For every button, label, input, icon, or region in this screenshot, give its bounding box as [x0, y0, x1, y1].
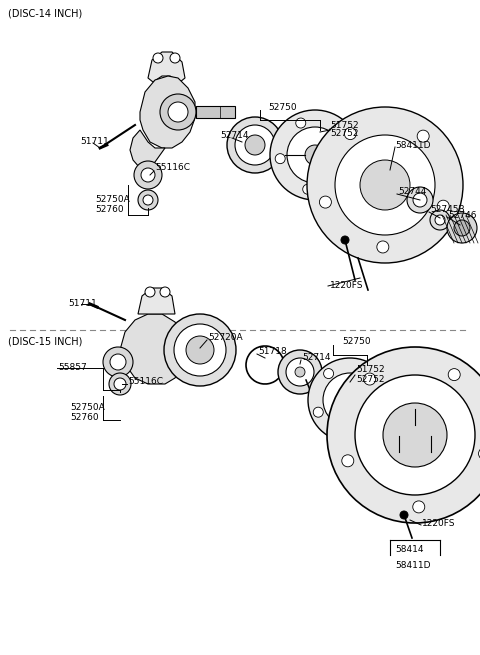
Circle shape	[143, 195, 153, 205]
Text: 52714: 52714	[302, 354, 331, 362]
Circle shape	[413, 501, 425, 513]
Circle shape	[186, 336, 214, 364]
Circle shape	[324, 369, 334, 379]
Circle shape	[153, 53, 163, 63]
Circle shape	[336, 126, 346, 137]
Circle shape	[323, 373, 377, 427]
Circle shape	[437, 200, 449, 212]
Text: 52750: 52750	[342, 337, 371, 346]
Circle shape	[303, 184, 313, 195]
Circle shape	[287, 127, 343, 183]
Text: 52720A: 52720A	[208, 333, 242, 343]
Text: 52752: 52752	[356, 375, 384, 384]
Text: 52750A: 52750A	[95, 195, 130, 204]
Circle shape	[145, 287, 155, 297]
Polygon shape	[140, 76, 195, 148]
Circle shape	[307, 107, 463, 263]
Polygon shape	[120, 314, 185, 384]
Circle shape	[448, 369, 460, 381]
Circle shape	[400, 511, 408, 519]
Text: 52745B: 52745B	[430, 206, 465, 214]
Polygon shape	[148, 52, 185, 82]
Circle shape	[168, 102, 188, 122]
Circle shape	[296, 118, 306, 128]
Text: 58411D: 58411D	[395, 141, 431, 149]
Circle shape	[342, 455, 354, 467]
Text: 51752: 51752	[356, 365, 384, 375]
Circle shape	[138, 190, 158, 210]
Text: 55116C: 55116C	[155, 164, 190, 172]
Circle shape	[479, 447, 480, 460]
Circle shape	[305, 145, 325, 165]
Text: 52750: 52750	[268, 103, 297, 113]
Circle shape	[141, 168, 155, 182]
Text: 52750A: 52750A	[70, 403, 105, 413]
Text: 52746: 52746	[448, 210, 477, 219]
Polygon shape	[196, 106, 235, 118]
Circle shape	[245, 135, 265, 155]
Text: 58414: 58414	[395, 546, 423, 555]
Circle shape	[319, 196, 331, 208]
Text: 55857: 55857	[58, 364, 87, 373]
Text: 51711: 51711	[68, 299, 97, 309]
Text: 52744: 52744	[398, 187, 426, 196]
Circle shape	[174, 324, 226, 376]
Text: 52752: 52752	[330, 130, 359, 138]
Circle shape	[286, 358, 314, 386]
Text: 51752: 51752	[330, 121, 359, 130]
Circle shape	[344, 128, 356, 140]
Circle shape	[295, 367, 305, 377]
Circle shape	[347, 429, 357, 439]
Text: 52714: 52714	[220, 130, 249, 140]
Circle shape	[164, 314, 236, 386]
Circle shape	[338, 388, 362, 412]
Text: 52760: 52760	[70, 413, 98, 422]
Text: 1220FS: 1220FS	[330, 280, 363, 290]
Circle shape	[170, 53, 180, 63]
Circle shape	[377, 241, 389, 253]
Circle shape	[335, 135, 435, 235]
Circle shape	[360, 160, 410, 210]
Circle shape	[227, 117, 283, 173]
Text: (DISC-15 INCH): (DISC-15 INCH)	[8, 337, 83, 347]
Circle shape	[134, 161, 162, 189]
Circle shape	[378, 403, 388, 414]
Text: 55116C: 55116C	[128, 377, 163, 386]
Text: (DISC-14 INCH): (DISC-14 INCH)	[8, 9, 82, 19]
Circle shape	[417, 130, 429, 142]
Circle shape	[364, 373, 376, 385]
Circle shape	[407, 187, 433, 213]
Text: 58411D: 58411D	[395, 561, 431, 569]
Circle shape	[363, 367, 373, 377]
Circle shape	[341, 236, 349, 244]
Circle shape	[430, 210, 450, 230]
Circle shape	[313, 407, 323, 417]
Circle shape	[110, 354, 126, 370]
Circle shape	[160, 287, 170, 297]
Text: 51711: 51711	[80, 138, 109, 147]
Circle shape	[308, 358, 392, 442]
Circle shape	[447, 213, 477, 243]
Circle shape	[327, 347, 480, 523]
Text: 52760: 52760	[95, 206, 124, 214]
Circle shape	[435, 215, 445, 225]
Circle shape	[413, 193, 427, 207]
Circle shape	[454, 220, 470, 236]
Circle shape	[109, 373, 131, 395]
Circle shape	[114, 378, 126, 390]
Polygon shape	[138, 288, 175, 314]
Polygon shape	[130, 130, 165, 168]
Circle shape	[383, 403, 447, 467]
Text: 1220FS: 1220FS	[422, 519, 456, 529]
Text: 51718: 51718	[258, 348, 287, 356]
Circle shape	[270, 110, 360, 200]
Circle shape	[103, 347, 133, 377]
Circle shape	[275, 154, 285, 164]
Circle shape	[278, 350, 322, 394]
Circle shape	[160, 94, 196, 130]
Circle shape	[235, 125, 275, 165]
Circle shape	[340, 168, 350, 178]
Circle shape	[355, 375, 475, 495]
